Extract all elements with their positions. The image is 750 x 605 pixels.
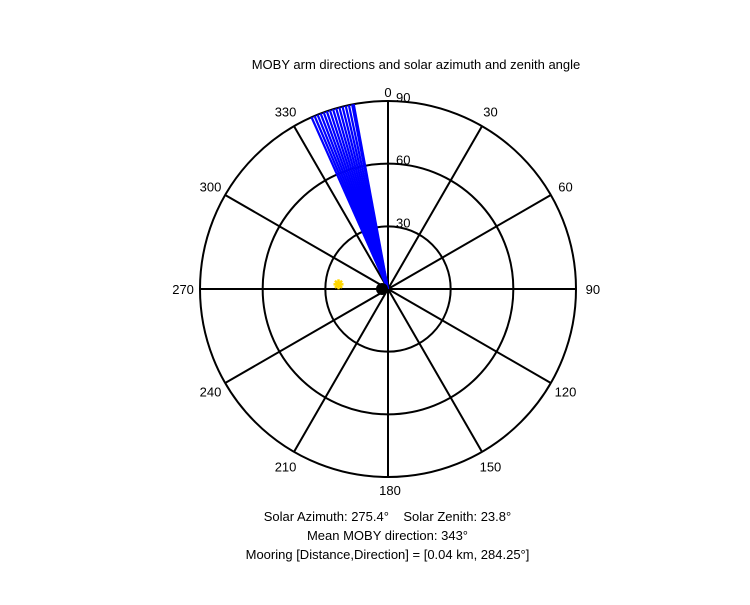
markers — [333, 279, 388, 295]
spoke-150 — [387, 288, 483, 453]
spoke-30 — [387, 125, 483, 290]
angle-tick-label-90: 90 — [586, 282, 600, 297]
ring-90 — [199, 100, 577, 478]
spoke-60 — [387, 194, 552, 290]
captions: Solar Azimuth: 275.4° Solar Zenith: 23.8… — [0, 507, 750, 564]
moby-arm-directions — [310, 103, 390, 290]
solar-azimuth-text: Solar Azimuth: 275.4° — [263, 509, 389, 524]
radial-tick-label-90: 90 — [396, 90, 410, 105]
solar-line: Solar Azimuth: 275.4° Solar Zenith: 23.8… — [0, 507, 750, 526]
ring-60 — [261, 162, 515, 416]
angle-tick-label-60: 60 — [558, 180, 572, 195]
angle-tick-label-300: 300 — [200, 180, 222, 195]
spoke-210 — [293, 288, 389, 453]
angle-tick-label-150: 150 — [480, 459, 502, 474]
ring-30 — [324, 225, 452, 353]
mean-direction-text: Mean MOBY direction: 343° — [306, 528, 469, 543]
center-marker — [376, 283, 388, 295]
angle-tick-label-30: 30 — [483, 105, 497, 120]
chart-title: MOBY arm directions and solar azimuth an… — [252, 57, 581, 72]
spoke-330 — [293, 125, 389, 290]
moby-arm-14 — [352, 103, 390, 290]
mooring-text: Mooring [Distance,Direction] = [0.04 km,… — [245, 547, 530, 562]
sun-ray-3 — [334, 279, 343, 289]
angle-tick-label-330: 330 — [275, 105, 297, 120]
tick-labels: 0 30 60 90 120 150 180 210 240 270 300 330 30 60 90 — [172, 85, 600, 498]
angle-tick-label-210: 210 — [275, 459, 297, 474]
solar-zenith-text: Solar Zenith: 23.8° — [403, 509, 512, 524]
radial-tick-label-60: 60 — [396, 153, 410, 168]
spoke-120 — [387, 288, 552, 384]
angle-tick-label-120: 120 — [555, 384, 577, 399]
spoke-300 — [224, 194, 389, 290]
spoke-240 — [224, 288, 389, 384]
sun-marker — [333, 279, 344, 290]
polar-grid — [199, 100, 577, 478]
radial-tick-label-30: 30 — [396, 215, 410, 230]
angle-tick-label-270: 270 — [172, 282, 194, 297]
angle-tick-label-0: 0 — [384, 85, 391, 100]
angle-tick-label-240: 240 — [200, 384, 222, 399]
angle-tick-label-180: 180 — [379, 483, 401, 498]
